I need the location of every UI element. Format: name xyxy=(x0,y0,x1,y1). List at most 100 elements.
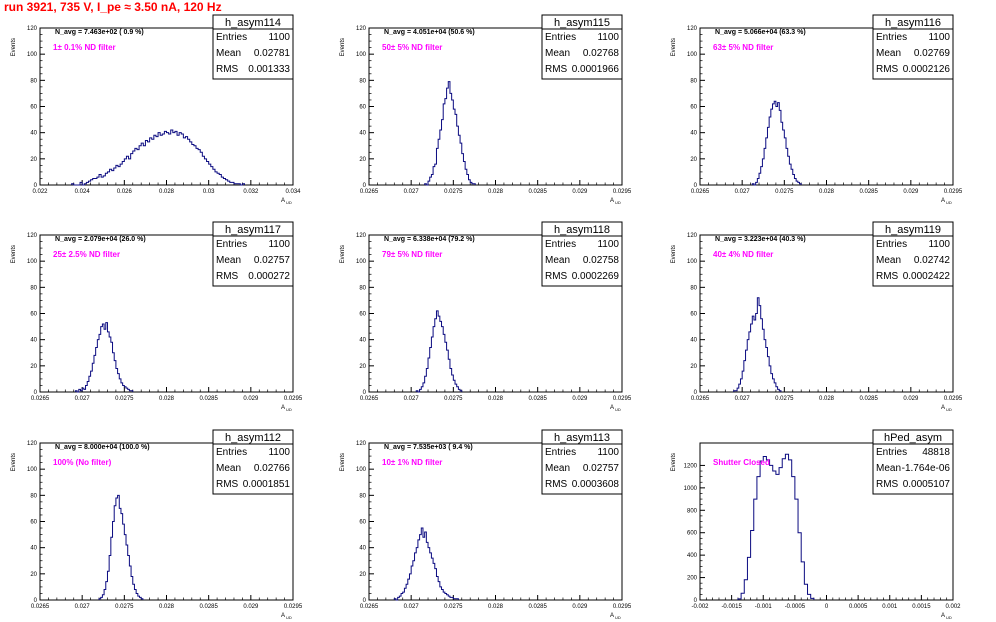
histogram-panel-h_asym113: 0 20 40 60 80 100 120 0.0265 0.027 0.0275 0.028 0.0… xyxy=(340,429,632,620)
stats-label: Entries xyxy=(216,32,247,43)
y-tick-label: 20 xyxy=(690,157,697,163)
stats-value: 1100 xyxy=(268,239,290,250)
stats-label: Mean xyxy=(216,48,241,59)
y-tick-label: 100 xyxy=(356,467,367,473)
histogram-name: hPed_asym xyxy=(884,432,942,444)
y-tick-label: 120 xyxy=(687,26,698,32)
x-tick-label: 0.027 xyxy=(404,189,420,195)
y-axis-title: Events xyxy=(340,453,346,471)
y-axis-title: Events xyxy=(671,245,677,263)
y-tick-label: 0 xyxy=(363,183,367,189)
stats-label: Entries xyxy=(876,239,907,250)
histogram-panel-h_asym116: 0 20 40 60 80 100 120 0.0265 0.027 0.0275 0.028 0.0… xyxy=(671,14,963,205)
x-tick-label: 0.027 xyxy=(404,604,420,610)
x-tick-label: 0.027 xyxy=(75,604,91,610)
x-tick-label: 0.0295 xyxy=(613,604,632,610)
y-tick-label: 800 xyxy=(687,508,698,514)
x-tick-label: 0.0295 xyxy=(944,189,963,195)
y-tick-label: 120 xyxy=(356,441,367,447)
stats-value: 48818 xyxy=(922,447,950,458)
x-axis-title: AUD xyxy=(281,405,292,412)
x-tick-label: 0.028 xyxy=(819,189,835,195)
y-tick-label: 80 xyxy=(690,78,697,84)
y-axis-title: Events xyxy=(671,38,677,56)
stats-label: RMS xyxy=(876,271,899,282)
stats-value: 0.02742 xyxy=(914,255,951,266)
x-tick-label: 0.0005 xyxy=(849,604,868,610)
stats-label: RMS xyxy=(216,479,239,490)
x-tick-label: 0.0265 xyxy=(360,396,379,402)
histogram-name: h_asym114 xyxy=(225,17,281,29)
histogram-name: h_asym119 xyxy=(885,224,941,236)
navg-label: N_avg = 3.223e+04 (40.3 %) xyxy=(715,236,806,243)
y-tick-label: 80 xyxy=(30,78,37,84)
histogram-series xyxy=(74,322,134,393)
x-tick-label: 0.002 xyxy=(945,604,961,610)
filter-note: 63± 5% ND filter xyxy=(713,43,773,52)
y-tick-label: 120 xyxy=(356,233,367,239)
y-tick-label: 1200 xyxy=(684,463,698,469)
x-tick-label: -0.002 xyxy=(691,604,709,610)
stats-label: RMS xyxy=(216,64,239,75)
x-tick-label: -0.0015 xyxy=(721,604,742,610)
y-tick-label: 120 xyxy=(356,26,367,32)
histogram-name: h_asym115 xyxy=(554,17,610,29)
y-tick-label: 0 xyxy=(363,598,367,604)
stats-box-frame xyxy=(212,14,294,80)
x-tick-label: 0.028 xyxy=(488,604,504,610)
filter-note: 40± 4% ND filter xyxy=(713,250,773,259)
y-tick-label: 100 xyxy=(356,52,367,58)
stats-value: 0.02757 xyxy=(583,463,620,474)
x-tick-label: 0.0285 xyxy=(199,396,218,402)
x-tick-label: 0.029 xyxy=(903,396,919,402)
y-tick-label: 120 xyxy=(27,441,38,447)
stats-box: h_asym115 Entries 1100 Mean 0.02768 RMS 0.0001… xyxy=(541,14,623,80)
y-tick-label: 0 xyxy=(694,598,698,604)
stats-label: Entries xyxy=(876,447,907,458)
y-tick-label: 100 xyxy=(27,52,38,58)
y-tick-label: 60 xyxy=(359,105,366,111)
y-tick-label: 400 xyxy=(687,553,698,559)
x-tick-label: 0.028 xyxy=(488,396,504,402)
x-tick-label: 0.028 xyxy=(159,604,175,610)
x-axis-title: AUD xyxy=(941,198,952,205)
y-tick-label: 60 xyxy=(690,312,697,318)
y-tick-label: 0 xyxy=(694,390,698,396)
x-tick-label: 0.028 xyxy=(159,396,175,402)
x-tick-label: 0.034 xyxy=(285,189,301,195)
y-tick-label: 100 xyxy=(687,259,698,265)
x-tick-label: 0.0285 xyxy=(528,396,547,402)
stats-value: 0.0002422 xyxy=(903,271,951,282)
y-tick-label: 80 xyxy=(690,285,697,291)
x-tick-label: 0.0265 xyxy=(31,396,50,402)
x-tick-label: 0.0275 xyxy=(115,396,134,402)
x-axis-title: AUD xyxy=(610,405,621,412)
stats-label: Mean xyxy=(545,463,570,474)
stats-value: 0.001333 xyxy=(248,64,290,75)
x-tick-label: 0.0275 xyxy=(775,396,794,402)
stats-label: Entries xyxy=(545,447,576,458)
x-tick-label: 0.0295 xyxy=(613,396,632,402)
x-tick-label: 0.029 xyxy=(243,604,259,610)
y-tick-label: 80 xyxy=(30,285,37,291)
y-tick-label: 40 xyxy=(690,338,697,344)
y-tick-label: 0 xyxy=(34,598,38,604)
stats-label: Mean xyxy=(876,48,901,59)
y-tick-label: 20 xyxy=(30,157,37,163)
histogram-series xyxy=(98,494,144,600)
stats-box: h_asym112 Entries 1100 Mean 0.02766 RMS 0.0001… xyxy=(212,429,294,495)
stats-box-frame xyxy=(541,14,623,80)
histogram-panel-h_asym115: 0 20 40 60 80 100 120 0.0265 0.027 0.0275 0.028 0.0… xyxy=(340,14,632,205)
histogram-name: h_asym113 xyxy=(554,432,610,444)
histogram-panel-h_asym117: 0 20 40 60 80 100 120 0.0265 0.027 0.0275 0.028 0.0… xyxy=(11,221,303,412)
stats-box-frame xyxy=(872,221,954,287)
y-axis-title: Events xyxy=(11,453,17,471)
stats-label: Entries xyxy=(545,239,576,250)
y-tick-label: 200 xyxy=(687,576,698,582)
stats-value: 0.02768 xyxy=(583,48,620,59)
stats-box: h_asym117 Entries 1100 Mean 0.02757 RMS 0.0002… xyxy=(212,221,294,287)
histogram-series xyxy=(393,527,459,601)
stats-box-frame xyxy=(212,221,294,287)
histogram-series xyxy=(733,297,782,392)
stats-box-frame xyxy=(541,429,623,495)
